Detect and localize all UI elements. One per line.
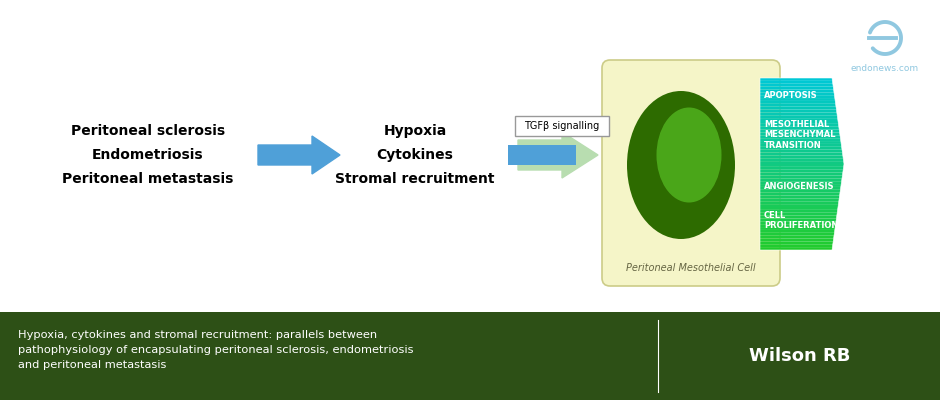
Polygon shape xyxy=(760,161,844,164)
Polygon shape xyxy=(760,233,835,236)
Text: CELL
PROLIFERATION: CELL PROLIFERATION xyxy=(764,211,838,230)
Polygon shape xyxy=(760,124,838,127)
Polygon shape xyxy=(760,173,843,176)
Polygon shape xyxy=(760,107,837,110)
Polygon shape xyxy=(760,87,834,90)
Polygon shape xyxy=(760,152,843,155)
Polygon shape xyxy=(760,196,839,198)
Polygon shape xyxy=(760,230,835,233)
Polygon shape xyxy=(760,98,836,101)
Polygon shape xyxy=(760,238,834,241)
Text: ANGIOGENESIS: ANGIOGENESIS xyxy=(764,182,835,191)
Polygon shape xyxy=(760,101,836,104)
Text: Wilson RB: Wilson RB xyxy=(749,347,851,365)
Polygon shape xyxy=(760,115,838,118)
Polygon shape xyxy=(760,178,842,181)
FancyArrow shape xyxy=(518,132,598,178)
Polygon shape xyxy=(760,181,841,184)
Text: Peritoneal Mesothelial Cell: Peritoneal Mesothelial Cell xyxy=(626,263,756,273)
Polygon shape xyxy=(760,81,833,84)
Text: Stromal recruitment: Stromal recruitment xyxy=(336,172,494,186)
Polygon shape xyxy=(760,92,835,95)
Text: MESOTHELIAL
MESENCHYMAL
TRANSITION: MESOTHELIAL MESENCHYMAL TRANSITION xyxy=(764,120,836,150)
Polygon shape xyxy=(760,130,839,132)
Polygon shape xyxy=(760,247,833,250)
Polygon shape xyxy=(760,95,835,98)
Polygon shape xyxy=(760,210,838,213)
Polygon shape xyxy=(760,244,833,247)
Bar xyxy=(508,145,576,165)
Text: TGFβ signalling: TGFβ signalling xyxy=(525,121,600,131)
Polygon shape xyxy=(760,227,836,230)
Polygon shape xyxy=(760,158,843,161)
Polygon shape xyxy=(760,236,834,238)
Text: Endometriosis: Endometriosis xyxy=(92,148,204,162)
Polygon shape xyxy=(760,164,844,167)
Polygon shape xyxy=(760,204,838,207)
Polygon shape xyxy=(760,118,838,121)
Polygon shape xyxy=(760,193,840,196)
FancyBboxPatch shape xyxy=(515,116,609,136)
Polygon shape xyxy=(760,190,840,193)
Text: Peritoneal metastasis: Peritoneal metastasis xyxy=(62,172,234,186)
Polygon shape xyxy=(760,121,838,124)
Polygon shape xyxy=(760,138,840,141)
Polygon shape xyxy=(760,141,841,144)
Polygon shape xyxy=(760,147,842,150)
Polygon shape xyxy=(760,224,836,227)
Polygon shape xyxy=(760,221,836,224)
Polygon shape xyxy=(760,84,833,87)
Polygon shape xyxy=(760,112,838,115)
Polygon shape xyxy=(760,187,840,190)
FancyArrow shape xyxy=(258,136,340,174)
Text: Peritoneal sclerosis: Peritoneal sclerosis xyxy=(70,124,225,138)
Polygon shape xyxy=(760,155,843,158)
Text: APOPTOSIS: APOPTOSIS xyxy=(764,91,818,100)
Polygon shape xyxy=(760,213,838,216)
Text: endonews.com: endonews.com xyxy=(851,64,919,73)
Polygon shape xyxy=(760,104,836,107)
Polygon shape xyxy=(760,110,837,112)
Polygon shape xyxy=(760,184,841,187)
Polygon shape xyxy=(760,167,843,170)
Polygon shape xyxy=(760,176,842,178)
Text: Hypoxia, cytokines and stromal recruitment: parallels between
pathophysiology of: Hypoxia, cytokines and stromal recruitme… xyxy=(18,330,414,370)
Text: Cytokines: Cytokines xyxy=(377,148,453,162)
Ellipse shape xyxy=(627,91,735,239)
Polygon shape xyxy=(760,150,842,152)
Polygon shape xyxy=(760,90,834,92)
Polygon shape xyxy=(760,216,837,218)
FancyBboxPatch shape xyxy=(602,60,780,286)
Text: Hypoxia: Hypoxia xyxy=(384,124,446,138)
Polygon shape xyxy=(760,241,833,244)
Polygon shape xyxy=(760,78,833,81)
Polygon shape xyxy=(760,132,840,135)
Polygon shape xyxy=(760,144,841,147)
Polygon shape xyxy=(760,201,838,204)
Polygon shape xyxy=(760,218,837,221)
Polygon shape xyxy=(760,170,843,173)
Polygon shape xyxy=(760,127,839,130)
Polygon shape xyxy=(760,198,839,201)
Ellipse shape xyxy=(656,108,722,202)
Bar xyxy=(0,312,940,400)
Polygon shape xyxy=(760,207,838,210)
Polygon shape xyxy=(760,135,840,138)
